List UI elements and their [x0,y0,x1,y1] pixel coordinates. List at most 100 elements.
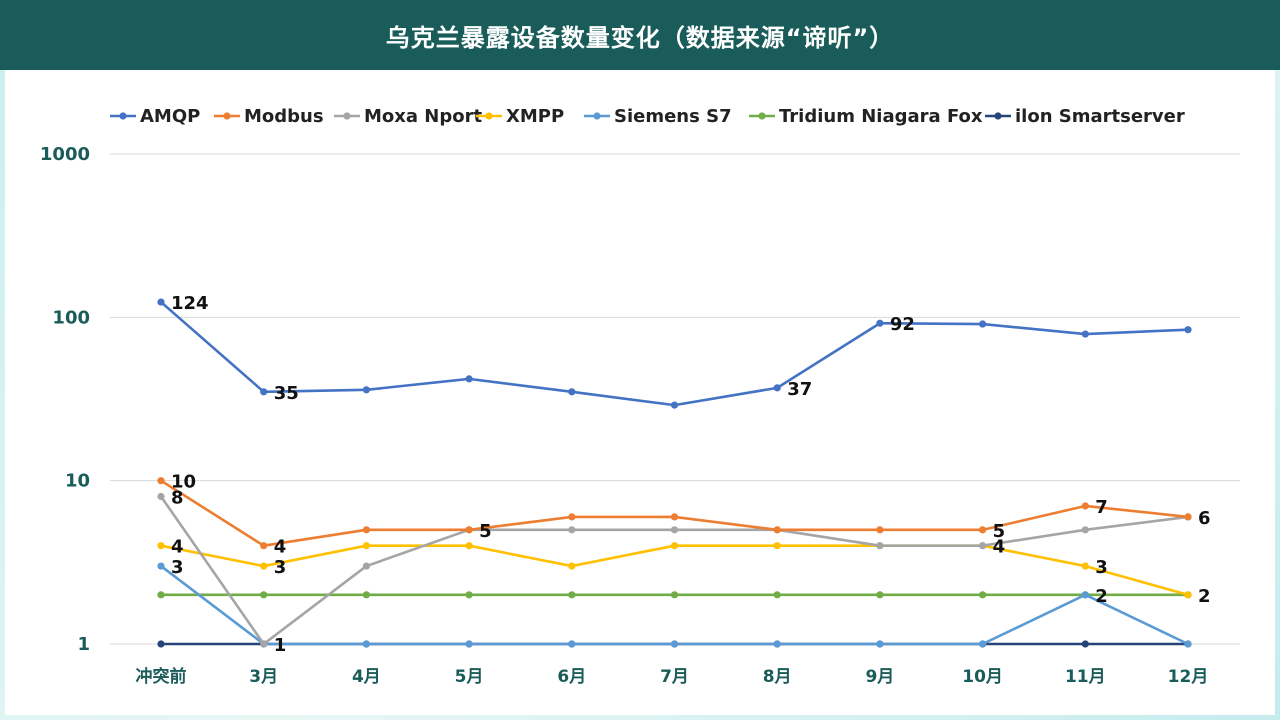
data-point [362,542,370,550]
data-label: 37 [787,379,812,400]
data-point [670,591,679,599]
legend-label: Tridium Niagara Fox [779,106,983,127]
data-label: 124 [171,293,209,314]
data-point [568,513,576,521]
x-tick-label: 12月 [1168,667,1209,687]
data-label: 3 [1095,557,1108,578]
data-point [979,526,987,534]
x-tick-label: 冲突前 [136,666,187,687]
data-point [979,640,987,648]
legend-label: ilon Smartserver [1015,106,1185,127]
data-label: 1 [274,635,287,656]
legend-marker [758,112,766,120]
data-point [568,526,576,534]
data-label: 92 [890,314,915,335]
data-label: 4 [993,537,1006,558]
data-label: 4 [274,537,287,558]
data-point [876,542,884,550]
data-point [260,591,268,599]
data-point [979,320,987,328]
data-point [670,513,679,521]
data-point [260,388,268,396]
data-point [157,562,165,570]
series-line [160,479,1189,547]
title-bar: 乌克兰暴露设备数量变化（数据来源“谛听”） [0,0,1280,70]
data-point [773,542,781,550]
data-point [876,591,884,599]
data-label: 6 [1198,508,1211,529]
x-tick-label: 5月 [455,667,484,687]
x-tick-label: 11月 [1065,667,1106,687]
data-point [1081,562,1089,570]
data-point [157,591,165,599]
data-point [362,526,370,534]
x-tick-label: 4月 [352,667,381,687]
legend-marker [223,112,231,120]
data-label: 5 [479,521,492,542]
data-label: 10 [171,472,196,493]
data-label: 3 [171,557,184,578]
data-point [1081,640,1089,648]
data-point [157,542,165,550]
data-point [260,542,268,550]
legend-marker [485,112,493,120]
y-axis: 1 10 100 1000 [40,144,90,655]
data-point [1081,330,1089,338]
data-point [876,319,884,327]
y-tick-label: 10 [65,471,90,492]
data-point [362,562,370,570]
x-tick-label: 8月 [763,667,792,687]
y-tick-label: 1000 [40,144,90,165]
data-point [773,384,781,392]
data-label: 2 [1095,586,1108,607]
data-label: 3 [274,557,287,578]
data-label: 4 [171,537,184,558]
data-point [260,640,268,648]
data-point [1184,640,1192,648]
data-label: 35 [274,383,299,404]
data-point [465,640,473,648]
data-point [362,386,370,394]
data-point [1184,326,1192,334]
legend: AMQP Modbus Moxa Nport XMPP Siemens S7 Tridiu… [110,106,1185,127]
data-point [979,542,987,550]
data-point [670,401,679,409]
x-axis: 冲突前 3月 4月 5月 6月 7月 8月 9月 10月 11月 12月 [136,666,1209,687]
data-point [465,375,473,383]
data-point [568,388,576,396]
data-label: 5 [993,521,1006,542]
x-tick-label: 10月 [962,667,1003,687]
series-lines [157,298,1192,648]
y-tick-label: 1 [77,634,90,655]
data-point [773,591,781,599]
data-point [568,591,576,599]
data-point [1081,591,1089,599]
data-point [157,298,165,306]
data-point [670,542,679,550]
data-point [876,640,884,648]
data-label: 7 [1095,497,1108,518]
data-point [1081,526,1089,534]
data-point [773,526,781,534]
data-point [670,640,679,648]
data-point [465,526,473,534]
y-tick-label: 100 [52,307,90,328]
data-point [362,640,370,648]
data-point [1081,502,1089,510]
data-point [362,591,370,599]
legend-label: Siemens S7 [614,106,732,127]
series-line [160,544,1189,597]
data-point [157,477,165,485]
data-point [773,640,781,648]
legend-marker [994,112,1002,120]
x-tick-label: 7月 [660,667,689,687]
chart-title: 乌克兰暴露设备数量变化（数据来源“谛听”） [385,23,895,52]
legend-marker [119,112,127,120]
data-point [568,562,576,570]
data-point [876,526,884,534]
x-tick-label: 6月 [557,667,586,687]
data-label: 2 [1198,586,1211,607]
x-tick-label: 9月 [865,667,894,687]
